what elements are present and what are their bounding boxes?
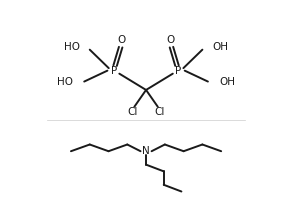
Text: O: O [118,36,126,45]
Text: N: N [142,146,150,156]
Text: O: O [166,36,174,45]
Text: Cl: Cl [127,107,137,117]
Text: P: P [175,66,181,76]
Text: HO: HO [57,77,73,87]
Text: HO: HO [64,42,80,52]
Text: OH: OH [219,77,235,87]
Text: OH: OH [212,42,228,52]
Text: P: P [111,66,117,76]
Text: Cl: Cl [155,107,165,117]
